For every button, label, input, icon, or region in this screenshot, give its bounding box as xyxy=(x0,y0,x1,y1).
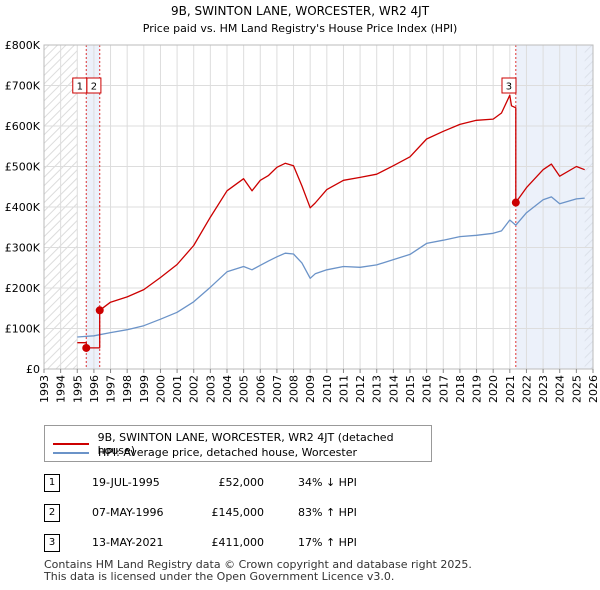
x-tick-label: 2023 xyxy=(537,375,550,403)
sale-date: 07-MAY-1996 xyxy=(92,506,164,519)
sale-price: £52,000 xyxy=(218,476,265,489)
sale-number-box xyxy=(501,77,517,94)
footer-copyright: Contains HM Land Registry data © Crown c… xyxy=(44,558,472,571)
x-tick-label: 2000 xyxy=(154,375,167,403)
sale-price: £145,000 xyxy=(211,506,265,519)
x-tick-label: 1997 xyxy=(105,375,118,403)
plot-frame xyxy=(43,44,594,370)
sale-number-label: 2 xyxy=(91,82,97,93)
chart-subtitle: Price paid vs. HM Land Registry's House … xyxy=(143,22,458,35)
sale-hpi-change: 34% ↓ HPI xyxy=(298,476,357,489)
x-tick-label: 2021 xyxy=(504,375,517,403)
sale-point xyxy=(511,198,520,207)
x-tick-label: 2017 xyxy=(437,375,450,403)
sale-date: 19-JUL-1995 xyxy=(92,476,160,489)
y-tick-label: £600K xyxy=(5,120,41,133)
sale-number-label: 1 xyxy=(77,82,83,93)
hpi-line xyxy=(77,196,585,338)
x-tick-label: 2014 xyxy=(387,375,400,403)
x-tick-label: 2024 xyxy=(554,375,567,403)
x-tick-label: 2008 xyxy=(288,375,301,403)
x-tick-label: 2002 xyxy=(188,375,201,403)
property-price-line xyxy=(77,94,585,349)
legend: 9B, SWINTON LANE, WORCESTER, WR2 4JT (de… xyxy=(44,425,432,462)
y-tick-label: £0 xyxy=(26,363,40,376)
legend-item-property: 9B, SWINTON LANE, WORCESTER, WR2 4JT (de… xyxy=(53,431,431,457)
x-tick-label: 2013 xyxy=(371,375,384,403)
x-tick-label: 2006 xyxy=(254,375,267,403)
x-tick-label: 2015 xyxy=(404,375,417,403)
x-tick-label: 2010 xyxy=(321,375,334,403)
legend-item-hpi: HPI: Average price, detached house, Worc… xyxy=(53,446,357,459)
x-tick-label: 2018 xyxy=(454,375,467,403)
sale-number-label: 3 xyxy=(506,82,512,93)
y-tick-label: £200K xyxy=(5,282,41,295)
y-tick-label: £100K xyxy=(5,323,41,336)
x-tick-label: 2026 xyxy=(587,375,600,403)
x-tick-label: 2011 xyxy=(337,375,350,403)
y-tick-label: £800K xyxy=(5,39,41,52)
x-tick-label: 2019 xyxy=(471,375,484,403)
sale-date: 13-MAY-2021 xyxy=(92,536,164,549)
x-tick-label: 2004 xyxy=(221,375,234,403)
legend-label-hpi: HPI: Average price, detached house, Worc… xyxy=(98,446,358,459)
x-tick-label: 1998 xyxy=(121,375,134,403)
sale-point xyxy=(95,306,104,315)
x-tick-label: 1999 xyxy=(138,375,151,403)
x-tick-label: 2001 xyxy=(171,375,184,403)
sale-badge: 2 xyxy=(44,504,60,522)
x-tick-label: 1995 xyxy=(71,375,84,403)
legend-label-property: 9B, SWINTON LANE, WORCESTER, WR2 4JT (de… xyxy=(97,431,394,457)
y-tick-label: £400K xyxy=(5,201,41,214)
x-tick-label: 1996 xyxy=(88,375,101,403)
footer-licence: This data is licensed under the Open Gov… xyxy=(44,570,395,583)
chart-title: 9B, SWINTON LANE, WORCESTER, WR2 4JT xyxy=(171,4,430,18)
footer: Contains HM Land Registry data © Crown c… xyxy=(44,559,472,583)
x-tick-label: 2020 xyxy=(487,375,500,403)
x-tick-label: 2016 xyxy=(421,375,434,403)
sale-badge: 1 xyxy=(44,474,60,492)
x-tick-label: 2025 xyxy=(570,375,583,403)
x-tick-label: 2009 xyxy=(304,375,317,403)
legend-swatch-property xyxy=(53,443,89,445)
x-tick-label: 2012 xyxy=(354,375,367,403)
x-tick-label: 2022 xyxy=(520,375,533,403)
sale-row: 3 13-MAY-2021 £411,000 17% ↑ HPI xyxy=(44,534,464,554)
x-tick-label: 1994 xyxy=(55,375,68,403)
x-tick-label: 2005 xyxy=(238,375,251,403)
x-tick-label: 1993 xyxy=(38,375,51,403)
y-tick-label: £700K xyxy=(5,80,41,93)
sale-row: 2 07-MAY-1996 £145,000 83% ↑ HPI xyxy=(44,504,464,524)
y-tick-label: £300K xyxy=(5,242,41,255)
price-chart: 9B, SWINTON LANE, WORCESTER, WR2 4JT Pri… xyxy=(5,4,600,403)
sale-row: 1 19-JUL-1995 £52,000 34% ↓ HPI xyxy=(44,474,464,494)
sale-number-box xyxy=(86,77,102,94)
legend-swatch-hpi xyxy=(53,451,89,454)
sale-hpi-change: 17% ↑ HPI xyxy=(298,536,357,549)
sale-hpi-change: 83% ↑ HPI xyxy=(298,506,357,519)
sale-badge: 3 xyxy=(44,534,60,552)
x-tick-label: 2003 xyxy=(204,375,217,403)
y-tick-label: £500K xyxy=(5,161,41,174)
sale-price: £411,000 xyxy=(211,536,265,549)
x-tick-label: 2007 xyxy=(271,375,284,403)
sale-point xyxy=(82,343,91,352)
